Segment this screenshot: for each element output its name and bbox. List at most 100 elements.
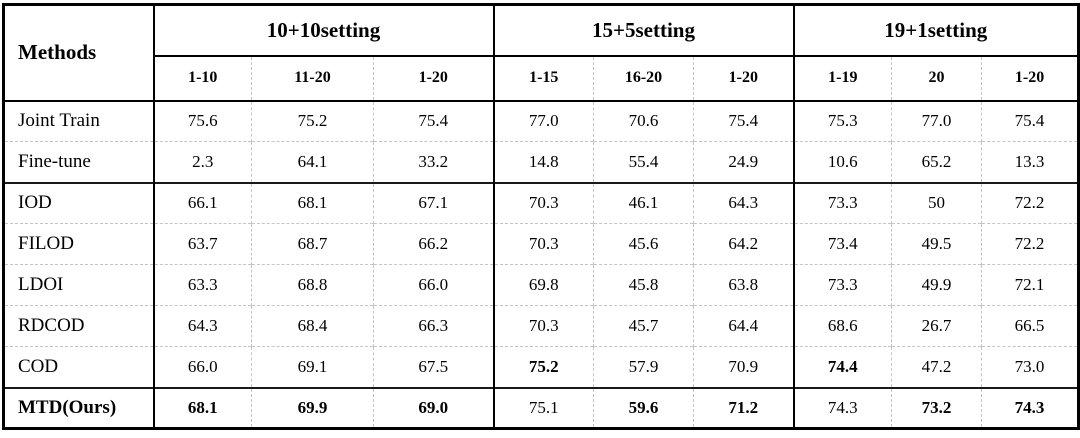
value-cell: 74.4 [792,346,892,388]
method-cell: Joint Train [18,110,100,132]
table-row: FILOD 63.7 68.7 66.2 70.3 45.6 64.2 73.4 49.5 72.… [3,223,1079,265]
value-cell: 75.1 [492,386,594,429]
value-cell: 66.5 [981,305,1079,347]
value-cell: 70.6 [593,100,694,142]
value-cell: 74.3 [792,386,892,429]
setting-header-19plus1: 19+1setting [792,4,1079,57]
value-cell: 2.3 [152,141,252,183]
value-cell: 75.3 [792,100,892,142]
subheader-1-20-b: 1-20 [693,55,794,102]
value-cell: 68.1 [251,181,374,224]
setting-header-15plus5: 15+5setting [492,4,794,57]
subheader-20: 20 [891,55,982,102]
value-cell: 66.0 [152,346,252,388]
value-cell: 71.2 [693,386,794,429]
subheader-16-20: 16-20 [593,55,694,102]
subheader-1-15: 1-15 [492,55,594,102]
value-cell: 72.2 [981,223,1079,265]
value-cell: 45.6 [593,223,694,265]
value-cell: 68.8 [251,264,374,306]
value-cell: 66.0 [372,264,494,306]
subheader-1-20-a: 1-20 [372,55,494,102]
value-cell: 67.5 [372,346,494,388]
value-cell: 75.4 [981,100,1079,142]
table-row: MTD(Ours) 68.1 69.9 69.0 75.1 59.6 71.2 74.3 73.… [3,386,1079,429]
value-cell: 59.6 [593,386,694,429]
subheader-1-19: 1-19 [792,55,892,102]
value-cell: 45.7 [593,305,694,347]
value-cell: 68.4 [251,305,374,347]
value-cell: 75.6 [152,100,252,142]
value-cell: 57.9 [593,346,694,388]
value-cell: 33.2 [372,141,494,183]
value-cell: 65.2 [891,141,982,183]
value-cell: 64.3 [693,181,794,224]
method-cell: COD [3,346,154,388]
setting-header-10plus10: 10+10setting [152,4,494,57]
value-cell: 64.2 [693,223,794,265]
value-cell: 68.1 [152,386,252,429]
value-cell: 14.8 [492,141,594,183]
value-cell: 72.2 [981,181,1079,224]
value-cell: 68.6 [792,305,892,347]
value-cell: 70.3 [492,223,594,265]
value-cell: 66.3 [372,305,494,347]
table-body: Joint Train 75.6 75.2 75.4 77.0 70.6 75.4 75.3 7… [3,100,1079,429]
subheader-1-20-c: 1-20 [981,55,1079,102]
value-cell: 74.3 [981,386,1079,429]
method-cell: MTD(Ours) [3,386,154,429]
methods-header: Methods [3,4,154,102]
subrange-header-row: 1-10 11-20 1-20 1-15 16-20 1-20 1-19 20 … [4,55,1079,102]
method-cell: FILOD [3,223,154,265]
value-cell: 69.9 [251,386,374,429]
value-cell: 66.1 [152,181,252,224]
value-cell: 63.8 [693,264,794,306]
table-row: Joint Train 75.6 75.2 75.4 77.0 70.6 75.4 75.3 7… [4,100,1079,142]
value-cell: 69.0 [372,386,494,429]
value-cell: 67.1 [372,181,494,224]
value-cell: 46.1 [593,181,694,224]
value-cell: 47.2 [891,346,982,388]
results-table: Methods 10+10setting 15+5setting 19+1set… [2,3,1080,430]
value-cell: 24.9 [693,141,794,183]
value-cell: 66.2 [372,223,494,265]
table-row: IOD 66.1 68.1 67.1 70.3 46.1 64.3 73.3 50 72.2 [3,181,1079,224]
subheader-11-20: 11-20 [251,55,374,102]
value-cell: 68.7 [251,223,374,265]
value-cell: 45.8 [593,264,694,306]
value-cell: 77.0 [891,100,982,142]
settings-header-row: Methods 10+10setting 15+5setting 19+1set… [3,4,1079,102]
method-cell: IOD [3,181,154,224]
value-cell: 75.2 [492,346,594,388]
value-cell: 73.3 [792,264,892,306]
method-cell: LDOI [3,264,154,306]
value-cell: 73.2 [891,386,982,429]
table-row: COD 66.0 69.1 67.5 75.2 57.9 70.9 74.4 47.2 73.0 [3,346,1079,388]
value-cell: 73.3 [792,181,892,224]
table-row: LDOI 63.3 68.8 66.0 69.8 45.8 63.8 73.3 49.9 72.1 [3,264,1079,306]
table-row: Fine-tune 2.3 64.1 33.2 14.8 55.4 24.9 10.6 65.2… [3,141,1079,183]
value-cell: 77.0 [492,100,594,142]
value-cell: 26.7 [891,305,982,347]
value-cell: 75.4 [693,100,794,142]
value-cell: 69.1 [251,346,374,388]
value-cell: 73.0 [981,346,1079,388]
value-cell: 10.6 [792,141,892,183]
value-cell: 75.4 [372,100,494,142]
value-cell: 63.3 [152,264,252,306]
value-cell: 13.3 [981,141,1079,183]
value-cell: 70.9 [693,346,794,388]
value-cell: 63.7 [152,223,252,265]
value-cell: 70.3 [492,305,594,347]
method-cell: Fine-tune [3,141,154,183]
table-row: RDCOD 64.3 68.4 66.3 70.3 45.7 64.4 68.6 26.7 66.… [3,305,1079,347]
value-cell: 64.1 [251,141,374,183]
value-cell: 72.1 [981,264,1079,306]
value-cell: 70.3 [492,181,594,224]
value-cell: 49.5 [891,223,982,265]
method-cell: RDCOD [3,305,154,347]
value-cell: 64.4 [693,305,794,347]
value-cell: 69.8 [492,264,594,306]
value-cell: 49.9 [891,264,982,306]
subheader-1-10: 1-10 [152,55,252,102]
